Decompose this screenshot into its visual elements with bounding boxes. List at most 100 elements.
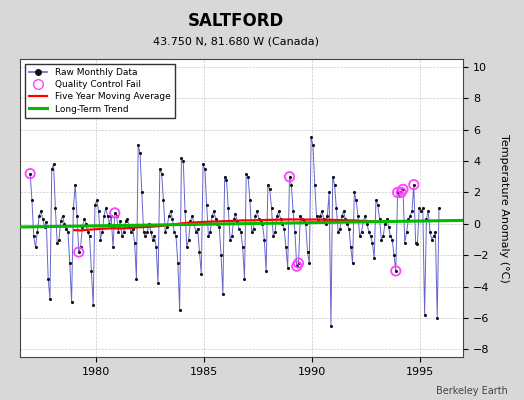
- Point: [165, 213, 173, 219]
- Point: [320, 216, 328, 222]
- Point: [113, 213, 121, 219]
- Point: [33, 228, 41, 235]
- Point: [402, 228, 411, 235]
- Point: [388, 236, 396, 243]
- Point: [307, 134, 315, 141]
- Point: [244, 174, 252, 180]
- Point: [80, 216, 89, 222]
- Point: [141, 233, 150, 240]
- Point: [119, 228, 128, 235]
- Point: [332, 205, 341, 211]
- Point: [303, 249, 312, 255]
- Point: [190, 221, 198, 227]
- Point: [87, 268, 95, 274]
- Point: [249, 225, 258, 232]
- Point: [26, 170, 35, 177]
- Point: [29, 233, 38, 240]
- Point: [221, 174, 229, 180]
- Point: [301, 221, 310, 227]
- Point: [365, 228, 373, 235]
- Point: [219, 291, 227, 298]
- Point: [237, 228, 245, 235]
- Point: [39, 216, 47, 222]
- Point: [314, 218, 323, 224]
- Point: [391, 268, 400, 274]
- Point: [413, 241, 422, 248]
- Point: [426, 228, 434, 235]
- Point: [361, 213, 369, 219]
- Point: [102, 205, 110, 211]
- Point: [321, 221, 330, 227]
- Point: [122, 218, 130, 224]
- Point: [208, 213, 216, 219]
- Point: [370, 255, 378, 262]
- Point: [391, 268, 400, 274]
- Point: [217, 252, 225, 258]
- Point: [368, 240, 377, 246]
- Point: [93, 197, 101, 204]
- Point: [435, 205, 443, 211]
- Point: [109, 244, 117, 250]
- Point: [204, 233, 213, 240]
- Point: [167, 208, 175, 214]
- Point: [57, 218, 65, 224]
- Point: [399, 186, 407, 192]
- Point: [374, 202, 382, 208]
- Point: [394, 189, 402, 196]
- Point: [147, 228, 155, 235]
- Point: [37, 208, 45, 214]
- Point: [345, 225, 353, 232]
- Point: [154, 280, 162, 287]
- Point: [341, 216, 350, 222]
- Point: [352, 197, 361, 204]
- Point: [289, 208, 297, 214]
- Point: [127, 228, 135, 235]
- Point: [128, 225, 137, 232]
- Point: [300, 218, 308, 224]
- Point: [399, 186, 407, 192]
- Point: [330, 181, 339, 188]
- Point: [68, 299, 76, 306]
- Point: [366, 233, 375, 240]
- Point: [312, 213, 321, 219]
- Point: [238, 244, 247, 250]
- Point: [163, 224, 171, 230]
- Point: [74, 249, 83, 255]
- Point: [114, 228, 123, 235]
- Point: [64, 228, 72, 235]
- Point: [372, 197, 380, 204]
- Point: [292, 263, 301, 270]
- Point: [241, 276, 249, 282]
- Point: [111, 210, 119, 216]
- Point: [42, 219, 50, 226]
- Point: [40, 224, 49, 230]
- Point: [272, 213, 281, 219]
- Point: [98, 228, 106, 235]
- Point: [213, 221, 222, 227]
- Point: [71, 181, 79, 188]
- Point: [356, 233, 364, 240]
- Point: [401, 240, 409, 246]
- Point: [251, 213, 259, 219]
- Point: [116, 218, 124, 224]
- Point: [350, 189, 358, 196]
- Point: [125, 224, 134, 230]
- Point: [247, 228, 256, 235]
- Point: [152, 244, 160, 250]
- Point: [296, 213, 304, 219]
- Point: [258, 221, 267, 227]
- Point: [150, 233, 159, 240]
- Point: [422, 216, 431, 222]
- Point: [311, 181, 319, 188]
- Point: [357, 228, 366, 235]
- Point: [172, 233, 180, 240]
- Point: [386, 233, 395, 240]
- Point: [275, 208, 283, 214]
- Point: [291, 228, 299, 235]
- Point: [346, 244, 355, 250]
- Point: [336, 225, 344, 232]
- Point: [337, 213, 346, 219]
- Text: 43.750 N, 81.680 W (Canada): 43.750 N, 81.680 W (Canada): [153, 36, 319, 46]
- Point: [430, 233, 438, 240]
- Point: [224, 205, 233, 211]
